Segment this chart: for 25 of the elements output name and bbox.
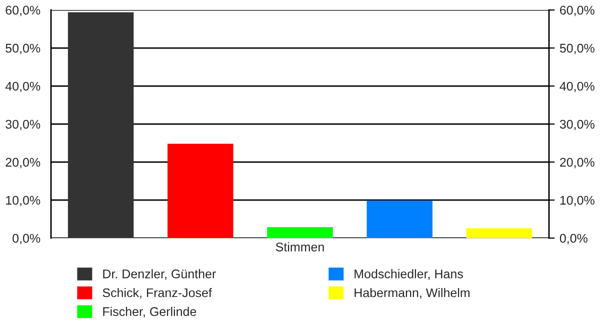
- legend-label: Fischer, Gerlinde: [103, 306, 196, 318]
- text: 30,0%: [560, 120, 594, 130]
- y-tick-label: 30,0%: [6, 120, 40, 130]
- bar: [68, 12, 134, 238]
- bar: [168, 144, 234, 238]
- text: 50,0%: [560, 44, 594, 54]
- text: 40,0%: [560, 82, 594, 92]
- legend-label: Dr. Denzler, Günther: [103, 269, 216, 280]
- legend-label: Schick, Franz-Josef: [102, 288, 212, 299]
- y-tick-label: 50,0%: [6, 44, 40, 54]
- bar: [267, 227, 333, 238]
- y-tick-label: 40,0%: [5, 82, 40, 92]
- text: 20,0%: [560, 158, 594, 168]
- y-tick-label: 10,0%: [6, 196, 40, 206]
- text: 0,0%: [560, 234, 588, 244]
- text: 60,0%: [560, 6, 594, 16]
- legend-label: Habermann, Wilhelm: [354, 288, 470, 299]
- legend-label: Modschiedler, Hans: [354, 269, 463, 280]
- bar: [466, 228, 532, 238]
- text: 10,0%: [560, 196, 594, 206]
- bar: [366, 200, 432, 238]
- y-tick-label: 60,0%: [6, 6, 40, 16]
- y-tick-label: 0,0%: [12, 234, 40, 244]
- x-tick-label: Stimmen: [276, 242, 324, 252]
- y-tick-label: 20,0%: [6, 158, 40, 168]
